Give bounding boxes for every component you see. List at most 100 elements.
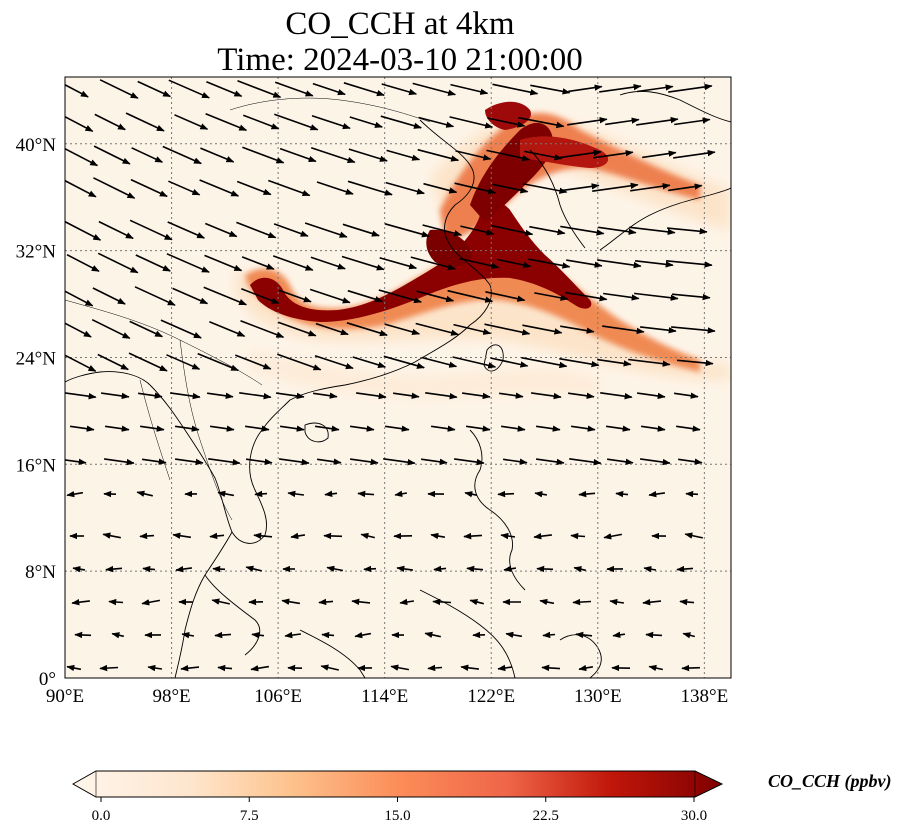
wind-arrow (131, 147, 164, 163)
wind-arrow (278, 458, 310, 466)
wind-arrow (460, 225, 495, 236)
wind-arrow (423, 182, 458, 194)
wind-arrow (147, 664, 163, 672)
wind-arrow (459, 257, 500, 269)
wind-arrow (66, 664, 82, 672)
wind-arrow (304, 222, 348, 238)
wind-arrow (432, 598, 452, 606)
wind-arrow (314, 354, 354, 370)
wind-arrow (612, 631, 626, 639)
wind-arrow (214, 631, 232, 639)
wind-arrow (240, 320, 285, 338)
wind-arrow (533, 533, 552, 540)
wind-arrow (430, 425, 456, 432)
wind-arrow (279, 425, 305, 432)
wind-arrow (561, 183, 600, 192)
wind-arrow (381, 83, 418, 96)
wind-arrow (211, 598, 230, 605)
wind-arrow (65, 290, 94, 307)
wind-arrow (314, 425, 340, 432)
wind-arrow (530, 392, 562, 400)
wind-arrow (99, 79, 139, 99)
lat-tick-label: 32°N (16, 242, 57, 263)
lat-tick-label: 24°N (16, 348, 57, 369)
wind-arrow (253, 532, 273, 540)
wind-arrow (668, 183, 703, 192)
wind-arrow (450, 83, 489, 95)
lat-tick-label: 0° (39, 669, 56, 690)
wind-arrow (487, 117, 526, 128)
wind-arrow (174, 425, 200, 432)
wind-arrow (534, 491, 548, 498)
wind-arrow (174, 458, 204, 466)
wind-arrow (534, 292, 569, 301)
wind-arrow (355, 392, 387, 400)
wind-arrow (497, 664, 513, 672)
wind-arrow (530, 84, 571, 95)
wind-arrow (417, 148, 460, 162)
wind-arrow (69, 425, 95, 432)
wind-arrow (92, 287, 126, 305)
wind-arrow (648, 664, 663, 672)
wind-arrow (205, 112, 248, 132)
wind-arrow (492, 183, 529, 194)
colorbar-bar (71, 770, 724, 798)
wind-arrow (100, 392, 130, 400)
wind-arrow (466, 565, 484, 573)
wind-arrow (648, 490, 666, 498)
lon-tick-label: 130°E (574, 686, 622, 707)
wind-arrow (128, 352, 168, 372)
wind-arrow (72, 566, 86, 573)
wind-arrow (535, 458, 565, 466)
wind-arrow (135, 254, 171, 272)
wind-arrow (65, 179, 97, 198)
wind-arrow (412, 82, 457, 96)
wind-arrow (235, 354, 272, 370)
wind-arrow (105, 565, 123, 573)
wind-arrow (522, 324, 563, 335)
wind-arrow (65, 392, 97, 400)
wind-arrow (310, 256, 346, 270)
wind-arrow (349, 425, 375, 432)
wind-arrow (180, 664, 200, 672)
wind-arrow (66, 490, 84, 498)
wind-arrow (236, 180, 272, 196)
wind-arrow (315, 322, 349, 336)
lat-tick-label: 40°N (16, 135, 57, 156)
wind-arrow (418, 116, 455, 128)
wind-arrow (392, 392, 420, 399)
colorbar-tick-label: 30.0 (681, 808, 707, 824)
wind-arrow (592, 182, 639, 192)
wind-arrow (310, 147, 356, 163)
wind-arrow (71, 599, 90, 606)
wind-arrow (347, 180, 393, 196)
wind-arrow (668, 83, 713, 93)
wind-arrow (573, 566, 586, 573)
wind-arrow (142, 565, 156, 573)
wind-arrow (250, 665, 270, 672)
wind-arrow (672, 293, 711, 301)
wind-arrow (497, 258, 532, 269)
wind-arrow (497, 490, 515, 498)
longitude-tick-labels: 90°E 98°E 106°E 114°E 122°E 130°E 138°E (46, 686, 728, 707)
wind-arrow (209, 321, 246, 337)
wind-arrow (685, 490, 699, 498)
wind-arrow (321, 631, 335, 639)
wind-arrow (498, 392, 524, 399)
wind-arrow (284, 631, 302, 639)
wind-arrow (309, 288, 351, 304)
wind-arrow (570, 425, 596, 432)
wind-arrow (643, 566, 657, 573)
wind-arrow (629, 226, 676, 236)
wind-arrow (237, 80, 282, 98)
wind-arrow (602, 325, 645, 335)
wind-arrow (91, 318, 131, 340)
wind-arrow (637, 84, 674, 93)
wind-arrow (465, 425, 491, 432)
wind-arrow (360, 532, 375, 540)
wind-arrow (599, 83, 642, 93)
wind-arrow (139, 425, 165, 432)
wind-arrow (609, 598, 625, 606)
wind-arrow (383, 355, 425, 369)
wind-arrow (320, 664, 339, 671)
